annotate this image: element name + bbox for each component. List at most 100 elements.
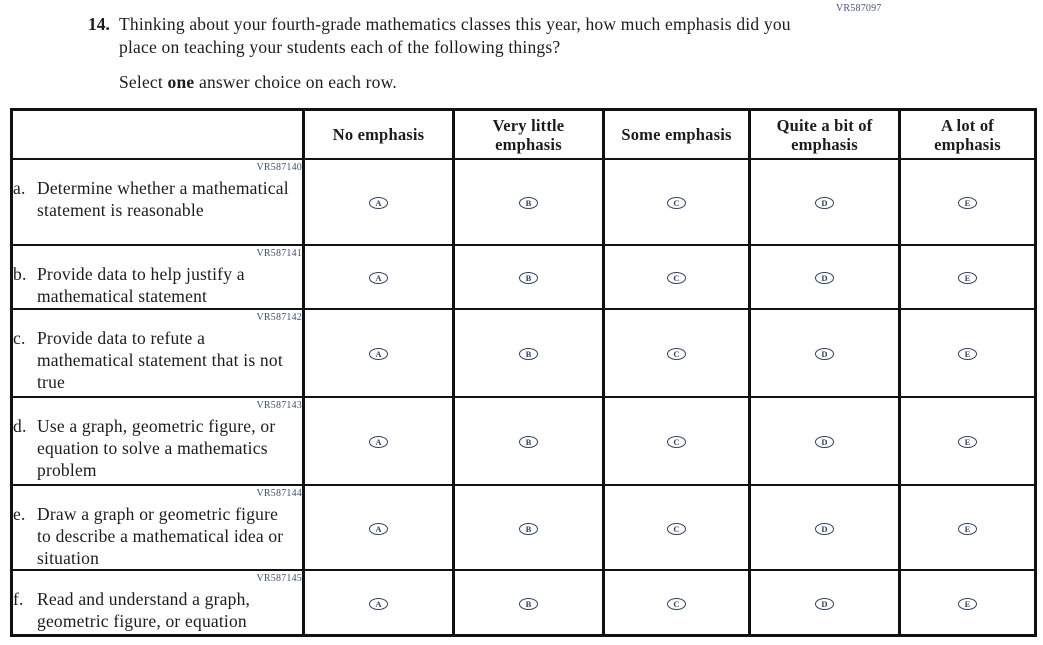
answer-bubble-e[interactable]: E bbox=[958, 597, 977, 610]
item-code: VR587144 bbox=[256, 488, 302, 499]
item: e. Draw a graph or geometric figure to d… bbox=[13, 503, 302, 569]
answer-bubble-a[interactable]: A bbox=[369, 197, 388, 210]
answer-cell: C bbox=[602, 569, 751, 637]
answer-cell: B bbox=[452, 569, 605, 637]
table-row-a: VR587140 a. Determine whether a mathemat… bbox=[10, 158, 1037, 246]
item: b. Provide data to help justify a mathem… bbox=[13, 263, 302, 307]
table-row-f: VR587145 f. Read and understand a graph,… bbox=[10, 569, 1037, 637]
col-header-no-emphasis: No emphasis bbox=[302, 108, 455, 160]
answer-cell: E bbox=[898, 396, 1037, 486]
item-text: Draw a graph or geometric figure to desc… bbox=[37, 504, 284, 568]
answer-bubble-b[interactable]: B bbox=[519, 197, 538, 210]
answer-bubble-a[interactable]: A bbox=[369, 348, 388, 361]
item-letter: e. bbox=[13, 504, 26, 524]
answer-bubble-c[interactable]: C bbox=[667, 348, 686, 361]
item-cell: VR587143 d. Use a graph, geometric figur… bbox=[10, 396, 305, 486]
answer-bubble-a[interactable]: A bbox=[369, 272, 388, 285]
answer-bubble-c[interactable]: C bbox=[667, 522, 686, 535]
item-text: Determine whether a mathematical stateme… bbox=[37, 178, 289, 220]
answer-bubble-b[interactable]: B bbox=[519, 272, 538, 285]
answer-bubble-d[interactable]: D bbox=[815, 348, 834, 361]
item: f. Read and understand a graph, geometri… bbox=[13, 588, 302, 632]
answer-cell: B bbox=[452, 244, 605, 310]
answer-cell: A bbox=[302, 569, 455, 637]
answer-bubble-c[interactable]: C bbox=[667, 272, 686, 285]
answer-bubble-b[interactable]: B bbox=[519, 522, 538, 535]
item-code: VR587142 bbox=[256, 312, 302, 323]
question-body: Thinking about your fourth-grade mathema… bbox=[119, 13, 809, 93]
item-letter: c. bbox=[13, 328, 26, 348]
answer-bubble-d[interactable]: D bbox=[815, 522, 834, 535]
col-header-label: Some emphasis bbox=[621, 125, 732, 144]
answer-cell: B bbox=[452, 158, 605, 246]
answer-cell: E bbox=[898, 484, 1037, 571]
answer-bubble-b[interactable]: B bbox=[519, 597, 538, 610]
answer-cell: A bbox=[302, 396, 455, 486]
item-code: VR587145 bbox=[256, 573, 302, 584]
answer-bubble-c[interactable]: C bbox=[667, 597, 686, 610]
answer-bubble-a[interactable]: A bbox=[369, 522, 388, 535]
answer-cell: A bbox=[302, 158, 455, 246]
answer-cell: D bbox=[748, 308, 901, 398]
table-row-d: VR587143 d. Use a graph, geometric figur… bbox=[10, 396, 1037, 486]
answer-bubble-d[interactable]: D bbox=[815, 197, 834, 210]
answer-bubble-d[interactable]: D bbox=[815, 272, 834, 285]
answer-cell: A bbox=[302, 244, 455, 310]
item-code: VR587143 bbox=[256, 400, 302, 411]
table-row-b: VR587141 b. Provide data to help justify… bbox=[10, 244, 1037, 310]
table-row-e: VR587144 e. Draw a graph or geometric fi… bbox=[10, 484, 1037, 571]
answer-cell: C bbox=[602, 396, 751, 486]
answer-bubble-b[interactable]: B bbox=[519, 436, 538, 449]
answer-bubble-e[interactable]: E bbox=[958, 436, 977, 449]
table-row-c: VR587142 c. Provide data to refute a mat… bbox=[10, 308, 1037, 398]
answer-cell: D bbox=[748, 569, 901, 637]
item-letter: a. bbox=[13, 178, 26, 198]
answer-bubble-c[interactable]: C bbox=[667, 197, 686, 210]
instruction-bold: one bbox=[167, 72, 195, 92]
answer-cell: A bbox=[302, 484, 455, 571]
answer-cell: E bbox=[898, 244, 1037, 310]
answer-cell: C bbox=[602, 308, 751, 398]
answer-bubble-e[interactable]: E bbox=[958, 197, 977, 210]
answer-cell: D bbox=[748, 484, 901, 571]
answer-cell: C bbox=[602, 158, 751, 246]
item-code: VR587141 bbox=[256, 248, 302, 259]
answer-bubble-d[interactable]: D bbox=[815, 597, 834, 610]
item: d. Use a graph, geometric figure, or equ… bbox=[13, 415, 302, 481]
col-header-a-lot-of-emphasis: A lot of emphasis bbox=[898, 108, 1037, 160]
answer-cell: D bbox=[748, 244, 901, 310]
answer-bubble-e[interactable]: E bbox=[958, 522, 977, 535]
item-letter: b. bbox=[13, 264, 27, 284]
answer-bubble-d[interactable]: D bbox=[815, 436, 834, 449]
question-text: Thinking about your fourth-grade mathema… bbox=[119, 14, 791, 57]
instruction-suffix: answer choice on each row. bbox=[194, 72, 397, 92]
answer-bubble-b[interactable]: B bbox=[519, 348, 538, 361]
answer-cell: B bbox=[452, 396, 605, 486]
answer-cell: E bbox=[898, 569, 1037, 637]
col-header-some-emphasis: Some emphasis bbox=[602, 108, 751, 160]
item: a. Determine whether a mathematical stat… bbox=[13, 177, 302, 221]
col-header-quite-a-bit-of-emphasis: Quite a bit of emphasis bbox=[748, 108, 901, 160]
item-cell: VR587144 e. Draw a graph or geometric fi… bbox=[10, 484, 305, 571]
header-row: No emphasis Very little emphasis Some em… bbox=[10, 108, 1037, 160]
answer-cell: C bbox=[602, 244, 751, 310]
answer-bubble-a[interactable]: A bbox=[369, 597, 388, 610]
item-code: VR587140 bbox=[256, 162, 302, 173]
answer-cell: C bbox=[602, 484, 751, 571]
question-block: 14. Thinking about your fourth-grade mat… bbox=[88, 13, 809, 93]
col-header-label: Very little emphasis bbox=[492, 115, 565, 154]
item-letter: d. bbox=[13, 416, 27, 436]
answer-bubble-c[interactable]: C bbox=[667, 436, 686, 449]
answer-bubble-e[interactable]: E bbox=[958, 272, 977, 285]
item-text: Read and understand a graph, geometric f… bbox=[37, 589, 251, 631]
answer-bubble-e[interactable]: E bbox=[958, 348, 977, 361]
form-code: VR587097 bbox=[836, 3, 882, 14]
answer-cell: D bbox=[748, 396, 901, 486]
question-number: 14. bbox=[88, 14, 110, 34]
item-text: Provide data to refute a mathematical st… bbox=[37, 328, 283, 392]
answer-bubble-a[interactable]: A bbox=[369, 436, 388, 449]
col-header-label: Quite a bit of emphasis bbox=[776, 115, 873, 154]
instruction-prefix: Select bbox=[119, 72, 168, 92]
answer-cell: B bbox=[452, 308, 605, 398]
